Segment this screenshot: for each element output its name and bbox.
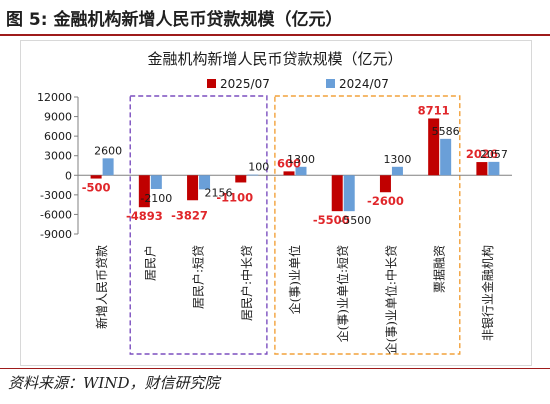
source-note: 资料来源：WIND，财信研究院 bbox=[8, 374, 220, 392]
bar-0-8 bbox=[476, 162, 488, 176]
bar-0-5 bbox=[331, 175, 343, 212]
data-label-0-6: -2600 bbox=[367, 194, 404, 208]
data-label-1-5: -5500 bbox=[339, 214, 371, 227]
bar-1-7 bbox=[440, 138, 452, 176]
y-tick-label: 3000 bbox=[44, 150, 72, 163]
data-label-1-1: -2100 bbox=[140, 192, 172, 205]
bar-0-2 bbox=[187, 175, 199, 201]
y-tick-label: 0 bbox=[65, 169, 72, 182]
bar-0-7 bbox=[428, 118, 440, 176]
data-label-0-0: -500 bbox=[82, 181, 111, 195]
y-axis: 12000 9000 6000 3000 0 -3000 -6000 -9000 bbox=[37, 91, 79, 241]
data-label-0-2: -3827 bbox=[171, 208, 208, 222]
group-box-household bbox=[129, 95, 268, 355]
group-boxes bbox=[129, 95, 461, 355]
category-label-4: 企(事)业单位 bbox=[287, 245, 302, 314]
y-tick-label: -9000 bbox=[40, 228, 72, 241]
bar-1-0 bbox=[102, 158, 114, 176]
data-labels: -500 -4893 -3827 -1100 600 -5500 -2600 8711 2026… bbox=[82, 103, 508, 227]
legend-label-0: 2025/07 bbox=[220, 77, 270, 91]
y-tick-label: 12000 bbox=[37, 91, 72, 104]
figure-title: 图 5: 金融机构新增人民币贷款规模（亿元） bbox=[6, 10, 343, 30]
data-label-1-6: 1300 bbox=[383, 153, 411, 166]
bar-0-0 bbox=[90, 175, 102, 179]
bar-1-8 bbox=[488, 161, 500, 176]
bar-0-4 bbox=[283, 171, 295, 176]
legend-label-1: 2024/07 bbox=[339, 77, 389, 91]
figure-header: 图 5: 金融机构新增人民币贷款规模（亿元） bbox=[0, 0, 550, 36]
data-label-0-4: 600 bbox=[277, 156, 301, 170]
bar-1-6 bbox=[391, 166, 403, 176]
data-label-1-0: 2600 bbox=[94, 144, 122, 157]
category-label-2: 居民户:短贷 bbox=[191, 245, 206, 309]
category-label-3: 居民户:中长贷 bbox=[239, 245, 254, 321]
legend-swatch-0 bbox=[207, 79, 216, 88]
bar-0-3 bbox=[235, 175, 247, 183]
chart-frame bbox=[20, 40, 532, 366]
data-label-0-8: 2026 bbox=[466, 147, 498, 161]
bar-1-1 bbox=[150, 175, 162, 189]
data-label-0-1: -4893 bbox=[126, 209, 163, 223]
category-label-1: 居民户 bbox=[142, 245, 157, 281]
bar-1-3 bbox=[247, 174, 259, 176]
bar-1-5 bbox=[343, 175, 355, 212]
bar-0-1 bbox=[138, 175, 150, 208]
data-label-0-5: -5500 bbox=[313, 213, 350, 227]
legend-swatch-1 bbox=[326, 79, 335, 88]
data-label-0-7: 8711 bbox=[418, 103, 450, 117]
category-label-0: 新增人民币贷款 bbox=[94, 245, 109, 329]
data-label-0-3: -1100 bbox=[216, 190, 253, 204]
bar-1-2 bbox=[199, 175, 211, 190]
bars bbox=[90, 118, 500, 212]
source-divider bbox=[0, 368, 550, 369]
data-label-1-7: 5586 bbox=[432, 125, 460, 138]
category-label-6: 企(事)业单位:中长贷 bbox=[383, 245, 398, 354]
y-tick-label: 6000 bbox=[44, 130, 72, 143]
category-label-5: 企(事)业单位:短贷 bbox=[335, 245, 350, 342]
data-label-1-4: 1300 bbox=[287, 153, 315, 166]
y-tick-label: -3000 bbox=[40, 189, 72, 202]
legend: 2025/07 2024/07 bbox=[207, 77, 389, 91]
y-tick-label: 9000 bbox=[44, 111, 72, 124]
category-label-7: 票据融资 bbox=[433, 245, 447, 293]
data-label-1-3: 100 bbox=[248, 161, 269, 174]
category-labels: 新增人民币贷款 居民户 居民户:短贷 居民户:中长贷 企(事)业单位 企(事)业单位:短贷… bbox=[94, 245, 495, 354]
data-label-1-8: 2057 bbox=[480, 148, 508, 161]
category-label-8: 非银行业金融机构 bbox=[480, 245, 495, 341]
data-label-1-2: 2156 bbox=[205, 186, 233, 199]
y-tick-label: -6000 bbox=[40, 208, 72, 221]
bar-1-4 bbox=[295, 166, 307, 176]
bar-0-6 bbox=[379, 175, 391, 193]
chart-title: 金融机构新增人民币贷款规模（亿元） bbox=[147, 50, 402, 68]
group-box-enterprise bbox=[274, 95, 461, 355]
